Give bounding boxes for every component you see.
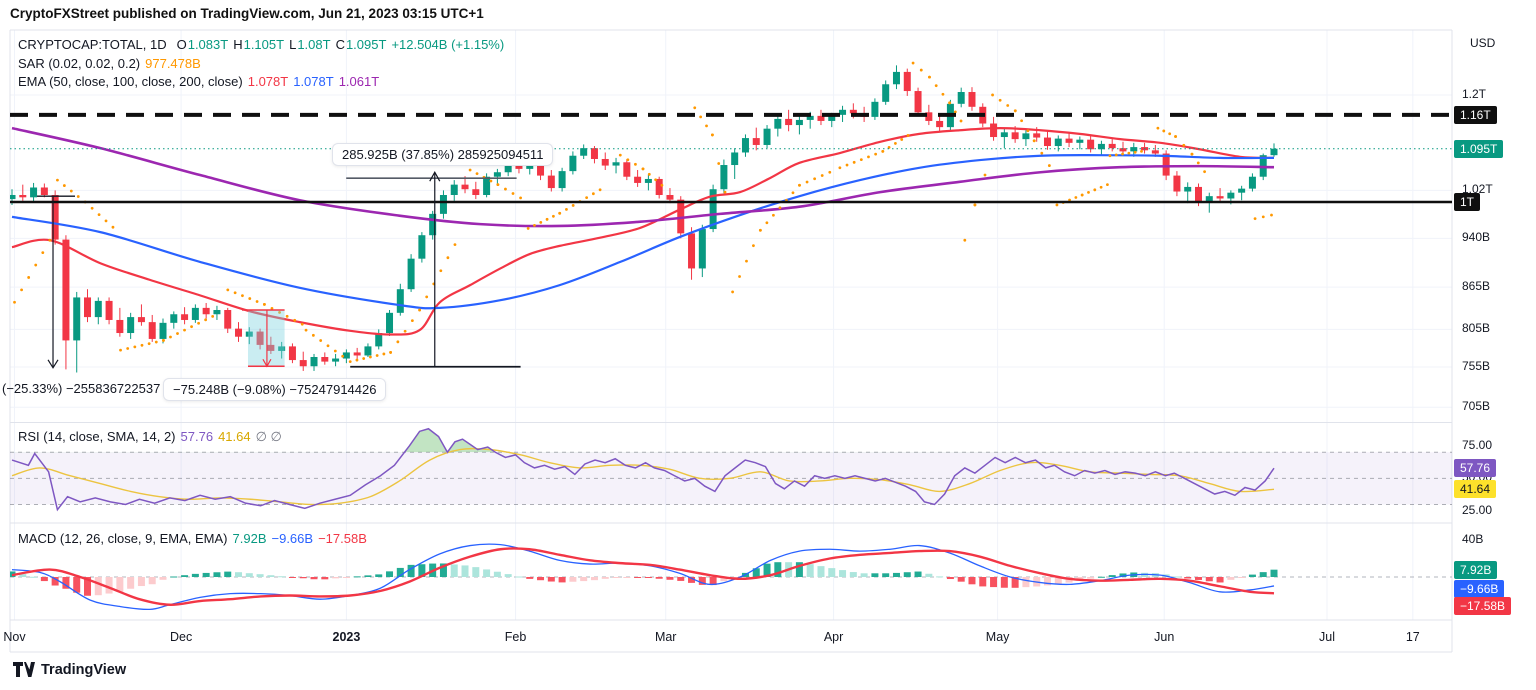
symbol-name: CRYPTOCAP:TOTAL, 1D [18,37,167,52]
axis-currency-label: USD [1470,36,1496,50]
ohlc-low-value: 1.08T [297,37,331,52]
macd-signal-axis-label: −17.58B [1454,596,1512,615]
macd-label: MACD (12, 26, close, 9, EMA, EMA) [18,531,228,546]
ohlc-open-letter: O [176,37,187,52]
support-price-label: 1T [1454,193,1481,211]
macd-line-axis-label: −9.66B [1454,579,1505,598]
header-text: CryptoFXStreet published on TradingView.… [10,6,484,21]
time-axis-label: Dec [169,630,193,644]
tradingview-logo[interactable]: TradingView [12,661,126,678]
attribution-header: CryptoFXStreet published on TradingView.… [10,6,484,21]
rsi-panel [10,427,1452,512]
rsi-ma-value: 41.64 [218,429,251,444]
measurement-label-jan-range[interactable]: 285.925B (37.85%) 285925094511 [332,143,554,166]
measurement-drawings [37,170,521,369]
ema100-line [11,154,1275,310]
macd-legend[interactable]: MACD (12, 26, close, 9, EMA, EMA) 7.92B −9… [18,531,372,546]
grid-layer [9,29,1453,653]
ema-legend[interactable]: EMA (50, close, 100, close, 200, close) 1… [18,74,384,89]
sar-value: 977.478B [145,56,201,71]
last-price-label: 1.095T [1454,139,1504,158]
time-axis-label: Mar [654,630,677,644]
price-axis[interactable]: USD 1.2T 1.02T 940B 865B 805B 755B 705B 75.00 50… [1452,30,1536,652]
rsi-value: 57.76 [180,429,214,444]
rsi-label: RSI (14, close, SMA, 14, 2) [18,429,176,444]
macd-line-value: −9.66B [271,531,314,546]
sar-legend[interactable]: SAR (0.02, 0.02, 0.2) 977.478B [18,56,206,71]
rsi-legend[interactable]: RSI (14, close, SMA, 14, 2) 57.76 41.64 ∅ ∅ [18,429,287,445]
measurement-label-nov-crash[interactable]: (−25.33%) −255836722537 [2,381,161,396]
rsi-ma-axis-label: 41.64 [1454,480,1497,499]
macd-panel [10,543,1452,611]
ema100-value: 1.078T [293,74,334,89]
time-axis[interactable]: Nov Dec 2023 Feb Mar Apr May Jun Jul 17 [0,622,1536,652]
price-tick-label: 940B [1462,230,1491,245]
ohlc-high-value: 1.105T [243,37,285,52]
price-tick-label: 705B [1462,399,1491,414]
price-tick-label: 1.02T [1462,182,1493,197]
ohlc-open-value: 1.083T [187,37,229,52]
price-tick-label: 755B [1462,359,1491,374]
tradingview-logo-icon [13,662,35,677]
tradingview-logo-text: TradingView [41,661,127,678]
change-value: +12.504B (+1.15%) [391,37,505,52]
macd-signal-value: −17.58B [318,531,367,546]
time-axis-label: May [985,630,1010,644]
resistance-price-label: 1.16T [1454,105,1497,124]
macd-tick-label: 40B [1462,532,1484,546]
symbol-legend[interactable]: CRYPTOCAP:TOTAL, 1D O1.083T H1.105T L1.08T C… [18,37,509,52]
plot-layers [10,61,1452,611]
macd-hist-value: 7.92B [232,531,267,546]
time-axis-label: 17 [1405,630,1420,644]
ohlc-low-letter: L [289,37,297,52]
rsi-axis-label: 57.76 [1454,459,1497,478]
price-tick-label: 1.2T [1462,86,1487,101]
macd-hist-axis-label: 7.92B [1454,560,1498,579]
ohlc-close-value: 1.095T [345,37,387,52]
price-tick-label: 865B [1462,279,1491,294]
time-axis-label: Feb [504,630,527,644]
candles-layer [10,65,1278,373]
ohlc-high-letter: H [233,37,243,52]
rsi-tick-label: 25.00 [1462,503,1493,517]
price-tick-label: 805B [1462,321,1491,336]
ema200-line [11,126,1275,228]
sar-label: SAR (0.02, 0.02, 0.2) [18,56,141,71]
rsi-tick-label: 75.00 [1462,437,1493,452]
time-axis-label: Apr [823,630,844,644]
macd-signal-line [11,547,1275,606]
rsi-line [11,427,1275,512]
measurement-label-dec-range[interactable]: −75.248B (−9.08%) −75247914426 [163,378,387,401]
ema-label: EMA (50, close, 100, close, 200, close) [18,74,243,89]
time-axis-label: 2023 [332,630,361,644]
time-axis-label: Nov [3,630,26,644]
time-axis-label: Jul [1319,630,1335,644]
rsi-empty-slots: ∅ ∅ [255,429,282,444]
time-axis-label: Jun [1154,630,1175,644]
ohlc-close-letter: C [335,37,345,52]
ema50-value: 1.078T [247,74,289,89]
ema200-value: 1.061T [338,74,380,89]
